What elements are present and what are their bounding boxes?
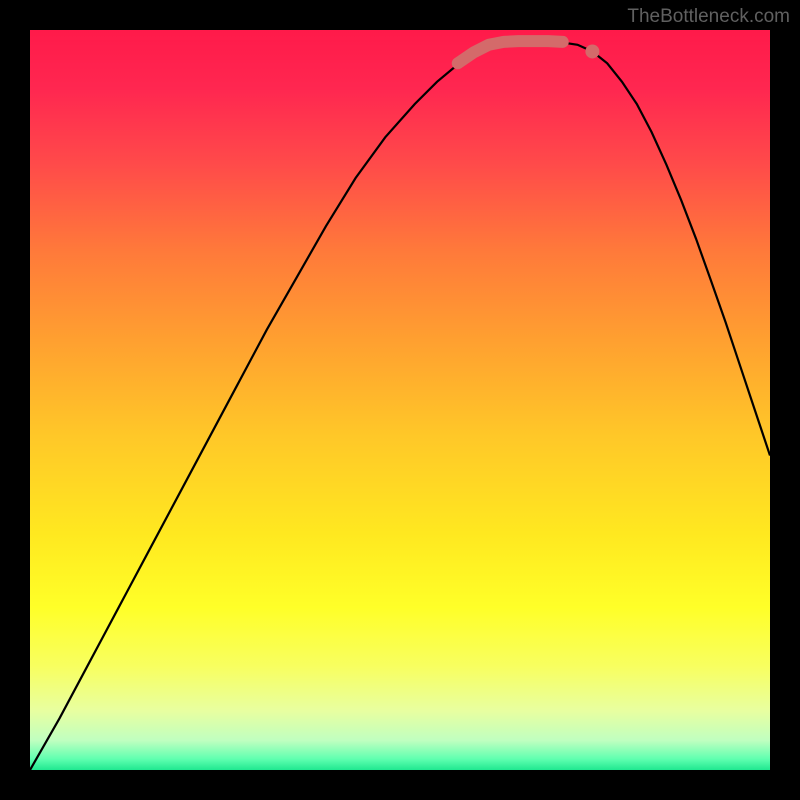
watermark-text: TheBottleneck.com bbox=[627, 6, 790, 28]
chart-curves bbox=[30, 30, 770, 770]
bottleneck-curve bbox=[30, 42, 770, 770]
bottleneck-chart bbox=[30, 30, 770, 770]
optimal-end-marker bbox=[585, 44, 599, 58]
optimal-range-overlay bbox=[458, 41, 563, 63]
